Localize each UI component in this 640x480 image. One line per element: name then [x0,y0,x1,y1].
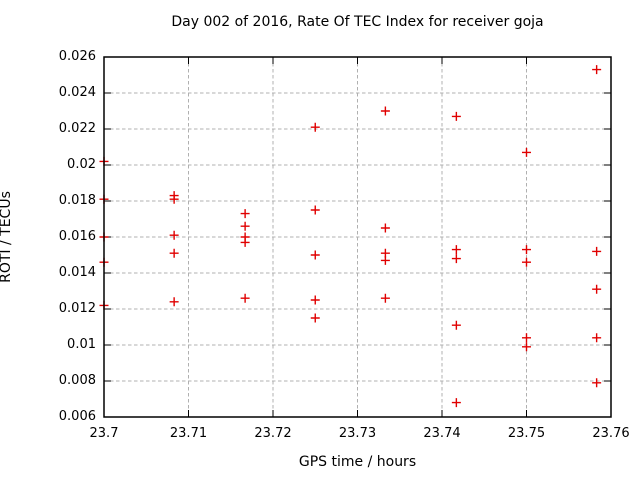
chart-title: Day 002 of 2016, Rate Of TEC Index for r… [171,14,544,30]
data-point-marker [380,293,390,303]
data-point-marker [310,122,320,132]
x-axis-title: GPS time / hours [298,454,417,470]
data-point-marker [451,111,461,121]
data-point-marker [169,230,179,240]
y-tick-label: 0.008 [58,373,96,388]
data-point-marker [240,209,250,219]
data-point-marker [240,237,250,247]
x-tick-label: 23.74 [423,426,461,441]
data-point-marker [380,106,390,116]
data-point-marker [240,221,250,231]
y-tick-label: 0.014 [58,265,96,280]
y-tick-label: 0.024 [58,85,96,100]
data-point-marker [380,255,390,265]
data-point-marker [592,65,602,75]
y-tick-label: 0.026 [58,49,96,64]
y-tick-label: 0.01 [67,337,96,352]
x-tick-label: 23.73 [338,426,377,441]
x-tick-label: 23.75 [507,426,546,441]
data-point-marker [451,254,461,264]
x-tick-label: 23.71 [169,426,208,441]
x-tick-label: 23.7 [89,426,119,441]
data-point-marker [240,293,250,303]
data-point-marker [592,246,602,256]
data-point-marker [451,398,461,408]
x-tick-label: 23.72 [254,426,292,441]
data-point-marker [592,284,602,294]
y-tick-label: 0.012 [58,301,96,316]
data-point-marker [592,333,602,343]
x-tick-label: 23.76 [592,426,630,441]
data-point-marker [169,194,179,204]
data-point-marker [522,245,531,255]
y-tick-label: 0.022 [58,121,96,136]
data-point-marker [451,245,461,255]
y-tick-label: 0.006 [58,409,96,424]
data-point-marker [451,320,461,330]
data-point-marker [380,223,390,233]
data-point-marker [169,248,179,258]
data-point-marker [169,297,179,307]
y-tick-label: 0.016 [58,229,96,244]
data-point-marker [522,257,531,267]
data-point-marker [310,295,320,305]
data-point-marker [310,205,320,215]
y-tick-label: 0.02 [67,157,96,172]
data-point-marker [522,333,531,343]
data-point-marker [310,250,320,260]
data-point-marker [310,313,320,323]
data-point-marker [592,378,602,388]
y-tick-label: 0.018 [58,193,96,208]
data-point-marker [522,342,531,352]
data-point-marker [522,147,531,157]
plot-border [103,56,612,418]
